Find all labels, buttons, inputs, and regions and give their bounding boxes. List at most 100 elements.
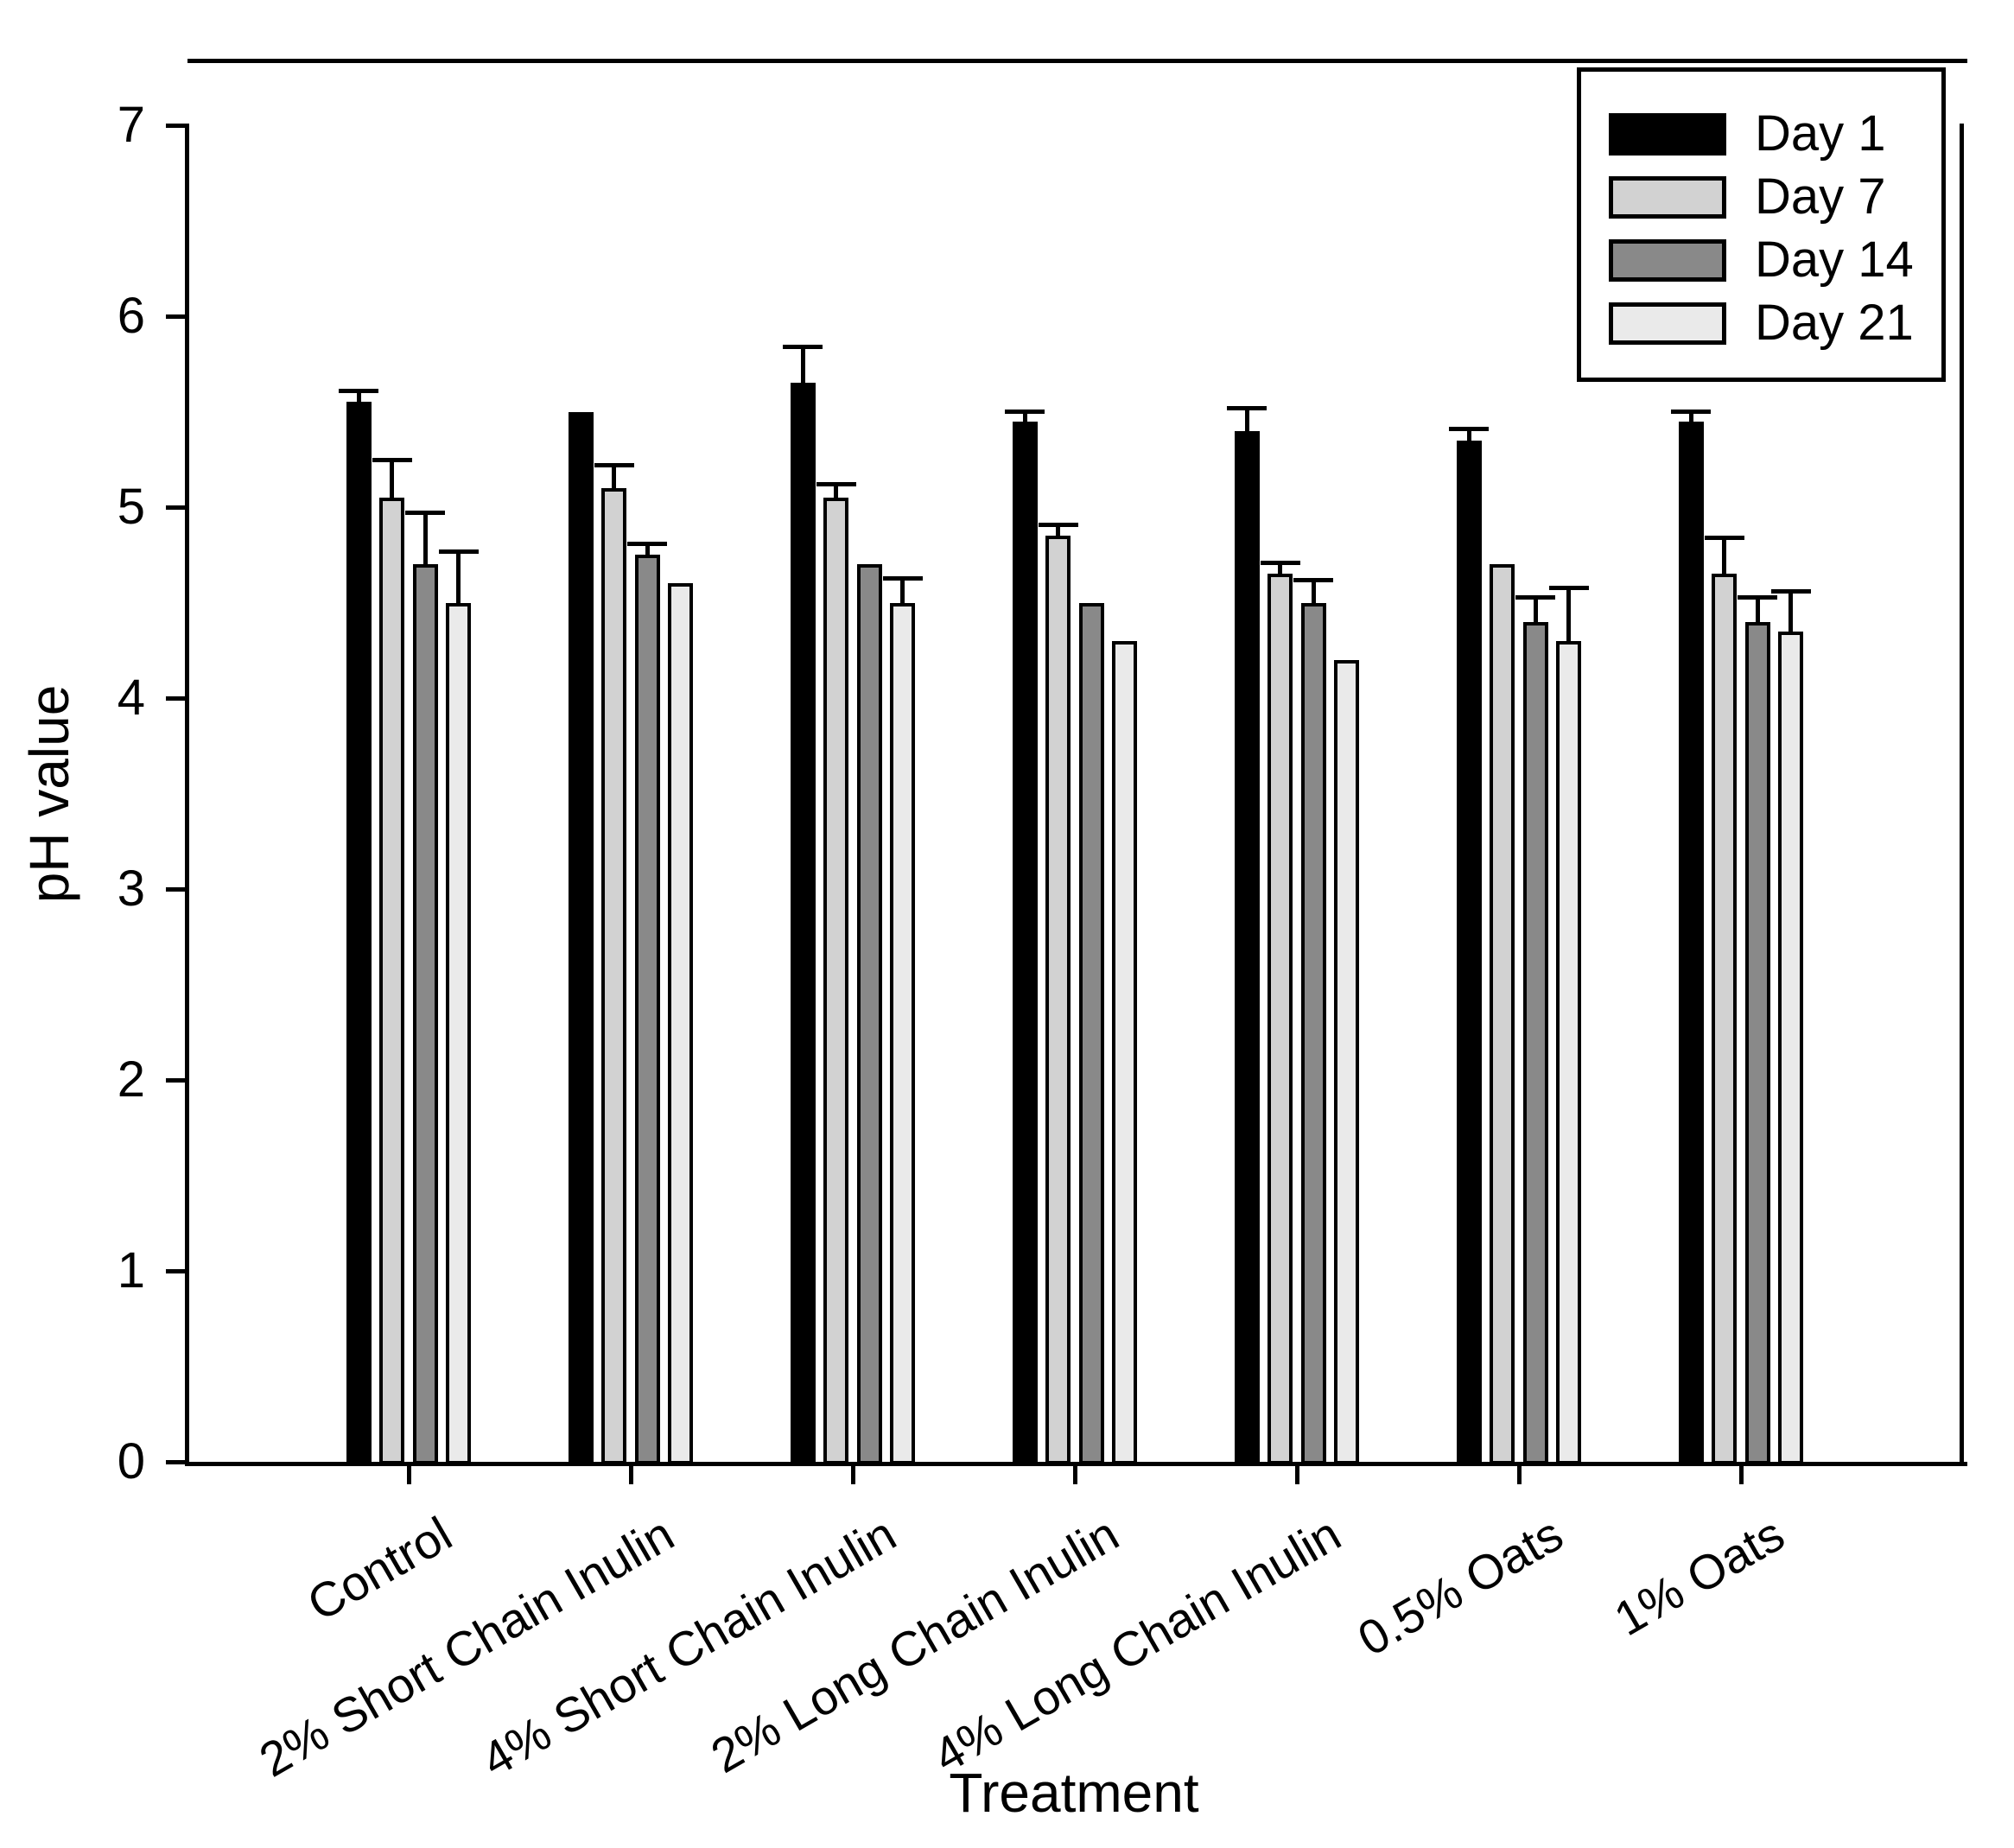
error-cap-day-14-2-short-chain-inulin (627, 541, 668, 546)
y-axis-line (185, 124, 189, 1466)
bar-day-21-4-long-chain-inulin (1334, 659, 1360, 1464)
legend-label-day-7: Day 7 (1755, 168, 1886, 225)
error-bar-day-14-1-oats (1755, 594, 1760, 626)
error-cap-day-14-1-oats (1738, 594, 1778, 600)
bar-day-14-2-long-chain-inulin (1078, 602, 1104, 1464)
error-bar-day-14-control (422, 511, 428, 568)
error-bar-day-7-1-oats (1722, 536, 1727, 578)
x-tick-label-2-short-chain-inulin: 2% Short Chain Inulin (250, 1506, 683, 1788)
bar-day-21-control (446, 602, 472, 1464)
y-tick-label-3: 3 (117, 860, 145, 917)
y-tick-label-6: 6 (117, 288, 145, 344)
y-axis-title: pH value (18, 684, 80, 904)
error-bar-day-21-4-short-chain-inulin (900, 575, 905, 606)
error-bar-day-21-control (456, 549, 461, 606)
error-cap-day-21-1-oats (1770, 589, 1811, 594)
error-bar-day-21-1-oats (1788, 589, 1794, 635)
error-cap-day-1-4-short-chain-inulin (783, 345, 823, 350)
x-tick-2-long-chain-inulin (1073, 1466, 1077, 1484)
error-bar-day-21-0-5-oats (1566, 585, 1572, 645)
bar-day-21-2-long-chain-inulin (1112, 640, 1138, 1464)
bar-day-7-4-long-chain-inulin (1267, 574, 1293, 1464)
bar-day-21-0-5-oats (1556, 640, 1582, 1464)
error-cap-day-1-2-long-chain-inulin (1005, 410, 1045, 415)
y-tick-label-4: 4 (117, 670, 145, 726)
bar-day-1-4-short-chain-inulin (790, 383, 816, 1464)
x-tick-2-short-chain-inulin (629, 1466, 633, 1484)
error-bar-day-7-2-long-chain-inulin (1056, 522, 1061, 540)
bar-day-1-1-oats (1678, 421, 1704, 1464)
bar-day-21-2-short-chain-inulin (668, 583, 694, 1464)
error-bar-day-7-control (390, 457, 395, 501)
error-cap-day-21-0-5-oats (1548, 585, 1589, 590)
bar-day-7-control (379, 497, 405, 1464)
error-bar-day-1-2-long-chain-inulin (1022, 410, 1027, 425)
y-tick-6 (166, 314, 186, 319)
bar-day-14-4-short-chain-inulin (856, 564, 882, 1464)
x-tick-0-5-oats (1517, 1466, 1522, 1484)
y-tick-0 (166, 1460, 186, 1464)
legend-box: Day 1 Day 7 Day 14 Day 21 (1577, 67, 1946, 382)
legend-item-day-21: Day 21 (1609, 297, 1914, 349)
x-tick-label-4-short-chain-inulin: 4% Short Chain Inulin (472, 1506, 905, 1788)
legend-label-day-1: Day 1 (1755, 105, 1886, 162)
error-bar-day-1-4-short-chain-inulin (800, 345, 805, 387)
bar-day-21-1-oats (1778, 631, 1804, 1464)
error-bar-day-1-control (356, 388, 361, 406)
legend-swatch-day-21 (1609, 302, 1726, 345)
legend-item-day-1: Day 1 (1609, 108, 1886, 160)
legend-label-day-21: Day 21 (1755, 295, 1914, 351)
y-tick-label-7: 7 (117, 97, 145, 153)
error-cap-day-7-4-short-chain-inulin (816, 482, 856, 487)
error-cap-day-21-4-short-chain-inulin (882, 575, 923, 581)
error-cap-day-7-2-long-chain-inulin (1038, 522, 1078, 527)
legend-swatch-day-1 (1609, 112, 1726, 156)
y-tick-label-0: 0 (117, 1433, 145, 1489)
bar-day-7-4-short-chain-inulin (823, 497, 849, 1464)
right-frame-line (1960, 124, 1964, 1466)
legend-swatch-day-14 (1609, 238, 1726, 282)
y-tick-3 (166, 887, 186, 892)
bar-day-14-2-short-chain-inulin (634, 555, 660, 1464)
y-tick-2 (166, 1078, 186, 1083)
top-frame-line (187, 59, 1967, 63)
y-tick-label-5: 5 (117, 479, 145, 535)
y-tick-4 (166, 696, 186, 701)
y-tick-5 (166, 505, 186, 510)
error-cap-day-21-control (438, 549, 479, 554)
x-axis-title: Treatment (949, 1762, 1199, 1824)
bar-day-21-4-short-chain-inulin (890, 602, 916, 1464)
error-cap-day-7-1-oats (1704, 536, 1744, 541)
error-cap-day-1-control (339, 388, 379, 393)
legend-swatch-day-7 (1609, 175, 1726, 219)
error-bar-day-14-4-long-chain-inulin (1311, 577, 1316, 606)
bar-day-14-control (412, 564, 438, 1464)
bar-day-14-4-long-chain-inulin (1300, 602, 1326, 1464)
legend-item-day-14: Day 14 (1609, 234, 1914, 286)
error-bar-day-14-0-5-oats (1533, 594, 1538, 626)
bar-day-1-0-5-oats (1456, 440, 1482, 1464)
legend-item-day-7: Day 7 (1609, 171, 1886, 223)
error-cap-day-7-2-short-chain-inulin (594, 463, 634, 468)
error-bar-day-1-1-oats (1688, 410, 1693, 425)
error-cap-day-1-4-long-chain-inulin (1227, 405, 1267, 410)
error-cap-day-14-4-long-chain-inulin (1293, 577, 1334, 582)
error-cap-day-7-4-long-chain-inulin (1260, 560, 1300, 565)
x-tick-1-oats (1739, 1466, 1744, 1484)
x-tick-label-2-long-chain-inulin: 2% Long Chain Inulin (701, 1506, 1128, 1784)
x-tick-label-4-long-chain-inulin: 4% Long Chain Inulin (923, 1506, 1350, 1784)
y-tick-7 (166, 124, 186, 128)
error-bar-day-7-4-short-chain-inulin (834, 482, 839, 501)
x-tick-label-0-5-oats: 0.5% Oats (1348, 1506, 1572, 1667)
y-tick-label-2: 2 (117, 1051, 145, 1108)
bar-day-1-4-long-chain-inulin (1234, 430, 1260, 1464)
error-cap-day-14-control (405, 511, 446, 516)
bar-day-1-2-long-chain-inulin (1012, 421, 1038, 1464)
x-tick-label-control: Control (298, 1506, 461, 1632)
x-tick-4-short-chain-inulin (851, 1466, 855, 1484)
error-cap-day-7-control (372, 457, 412, 462)
y-tick-1 (166, 1269, 186, 1273)
y-tick-label-1: 1 (117, 1242, 145, 1299)
bar-day-7-2-short-chain-inulin (601, 487, 627, 1464)
